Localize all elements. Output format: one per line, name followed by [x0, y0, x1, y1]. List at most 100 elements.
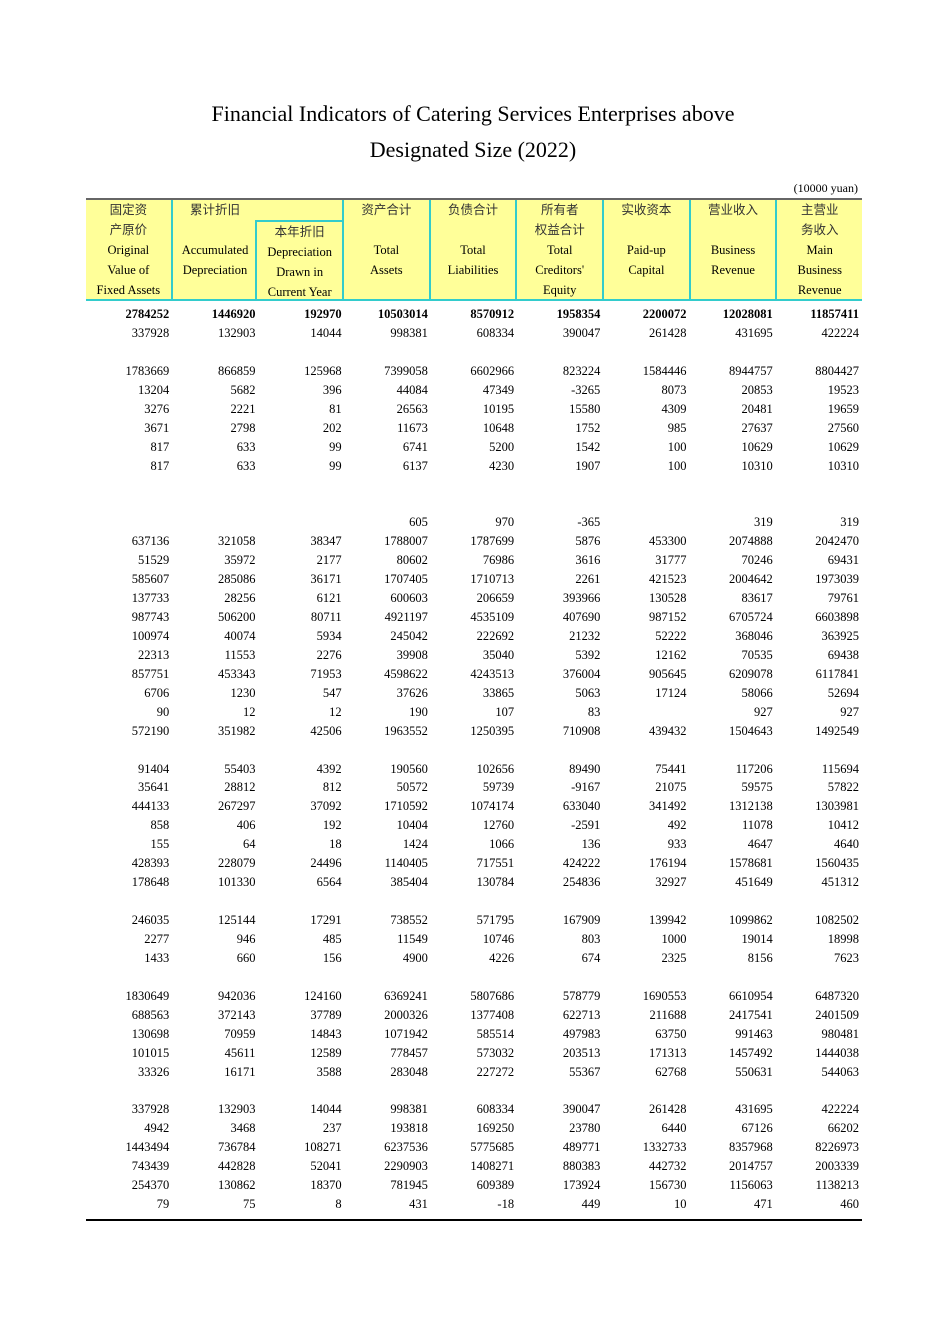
table-cell: 407690	[562, 610, 601, 624]
table-cell: 4535109	[470, 610, 515, 624]
table-cell: 1332733	[642, 1140, 687, 1155]
table-cell: 10629	[827, 439, 859, 454]
table-cell: 81	[329, 401, 342, 416]
table-cell	[431, 475, 517, 494]
column-header-9: 主营业 务收入 Main Business Revenue	[777, 200, 862, 299]
table-cell: 1958354	[556, 307, 601, 321]
table-cell: 451649	[735, 875, 773, 890]
header-line	[691, 280, 776, 300]
table-cell: 245042	[390, 628, 428, 643]
table-cell: 471	[754, 1197, 773, 1212]
table-cell: 927	[754, 704, 773, 719]
table-cell	[345, 475, 431, 494]
spacer-row	[86, 1081, 862, 1100]
header-line: Business	[710, 243, 756, 257]
table-cell: 422224	[821, 325, 859, 340]
table-cell: 50572	[396, 780, 428, 795]
column-header-7: 实收资本 Paid-up Capital	[604, 200, 691, 299]
header-line: Fixed Assets	[96, 283, 161, 297]
table-cell: 4942	[144, 1121, 170, 1136]
table-cell: 5876	[575, 534, 601, 549]
table-cell: 970	[495, 515, 515, 530]
table-cell: 192970	[304, 307, 342, 321]
table-cell	[603, 475, 689, 494]
table-cell	[517, 1081, 603, 1100]
table-cell: 32927	[655, 875, 687, 890]
table-cell: 11078	[741, 818, 773, 833]
table-cell	[258, 741, 344, 760]
table-cell: 42506	[310, 723, 342, 738]
table-cell	[86, 968, 172, 987]
table-cell: 1000	[661, 931, 687, 946]
table-cell	[431, 741, 517, 760]
table-cell: 585514	[476, 1026, 515, 1041]
table-cell: 79	[156, 1197, 170, 1212]
table-row: 857751 453343 71953 4598622 4243513 376004 905…	[86, 665, 862, 684]
table-row: 3276 2221 81 26563 10195 15580 4309 20481 19659	[86, 400, 862, 419]
table-cell: 91404	[137, 761, 170, 776]
table-cell	[345, 494, 431, 513]
table-cell: 69438	[827, 647, 859, 662]
table-row: 585607 285086 36171 1707405 1710713 2261 42152…	[86, 570, 862, 589]
table-cell: 393966	[562, 591, 601, 606]
table-cell	[172, 968, 258, 987]
table-cell: 449	[581, 1197, 601, 1212]
table-cell: 10746	[482, 931, 515, 946]
table-row: 817 633 99 6741 5200 1542 100 10629 10629	[86, 438, 862, 457]
header-line: Current Year	[267, 285, 332, 299]
table-cell: 987152	[649, 610, 687, 624]
table-cell: 193818	[390, 1121, 428, 1136]
table-row: 79 75 8 431 -18 449 10 471 460	[86, 1195, 862, 1214]
spacer-row	[86, 343, 862, 362]
table-cell: 858	[150, 818, 170, 833]
table-cell: 428393	[131, 856, 170, 871]
table-cell: 47349	[482, 382, 515, 397]
table-cell: 100974	[131, 628, 170, 643]
table-cell: 4392	[316, 761, 342, 776]
table-cell: 70535	[741, 647, 773, 662]
table-cell: 36171	[310, 572, 342, 587]
table-cell: 206659	[476, 591, 515, 606]
table-cell: 1066	[489, 837, 515, 852]
table-cell: 108271	[304, 1140, 342, 1155]
table-cell: 59739	[482, 780, 515, 795]
table-cell	[776, 741, 862, 760]
table-cell: 2261	[575, 572, 601, 587]
table-cell: 176194	[649, 856, 687, 871]
table-cell: 5775685	[470, 1140, 515, 1155]
table-cell: 439432	[649, 723, 687, 738]
table-cell: 424222	[562, 856, 601, 871]
header-line: 负债合计	[448, 203, 499, 217]
table-cell: 55403	[224, 761, 256, 776]
table-cell: 6440	[661, 1121, 687, 1136]
table-cell: 37092	[310, 799, 342, 814]
table-cell: 173924	[562, 1178, 601, 1193]
table-row: 100974 40074 5934 245042 222692 21232 52222 368…	[86, 627, 862, 646]
table-cell: 1446920	[211, 307, 256, 321]
table-cell	[172, 475, 258, 494]
table-cell: 351982	[217, 723, 256, 738]
table-cell: 4900	[402, 950, 428, 965]
table-cell: 390047	[562, 1102, 601, 1117]
table-cell: 12589	[310, 1045, 342, 1060]
table-row: 246035 125144 17291 738552 571795 167909 13994…	[86, 911, 862, 930]
table-cell: 35641	[137, 780, 170, 795]
table-row: 33326 16171 3588 283048 227272 55367 62768 5506…	[86, 1063, 862, 1082]
table-cell: 5934	[316, 628, 342, 643]
table-cell: 130862	[217, 1178, 256, 1193]
table-cell	[345, 1081, 431, 1100]
table-cell	[690, 1081, 776, 1100]
spacer-row	[86, 892, 862, 911]
table-cell: 19659	[827, 401, 859, 416]
table-cell: 571795	[476, 913, 515, 927]
header-line: Original	[107, 243, 150, 257]
table-cell: 1303981	[815, 799, 859, 814]
table-cell: 489771	[562, 1140, 601, 1155]
table-cell: 319	[840, 515, 859, 530]
table-cell: 39908	[396, 647, 428, 662]
table-cell: 2000326	[384, 1007, 428, 1022]
table-cell	[258, 892, 344, 911]
table-row: 13204 5682 396 44084 47349 -3265 8073 20853 1952…	[86, 381, 862, 400]
table-cell: 547	[322, 685, 342, 700]
table-cell: 6603898	[815, 610, 859, 624]
